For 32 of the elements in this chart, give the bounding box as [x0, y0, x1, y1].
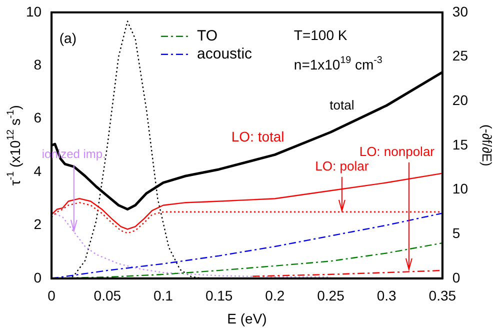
y-tick-label: 4	[34, 162, 42, 179]
annotation: LO: nonpolar	[359, 144, 436, 159]
y2-tick-label: 15	[452, 136, 468, 152]
y2-tick-label: 30	[452, 3, 468, 20]
annotation: LO: polar	[315, 158, 370, 174]
y2-tick-label: 20	[452, 92, 468, 108]
annotation: T=100 K	[294, 27, 348, 44]
x-tick-label: 0.3	[376, 288, 397, 304]
x-tick-label: 0.1	[154, 288, 174, 304]
x-tick-label: 0.35	[428, 288, 456, 304]
legend-label: acoustic	[197, 45, 253, 62]
y-axis-title: τ-1 (x1012 s-1)	[5, 105, 23, 186]
y-tick-label: 6	[34, 110, 42, 126]
y2-tick-label: 0	[452, 269, 460, 286]
y2-tick-label: 5	[452, 224, 460, 241]
x-tick-label: 0	[48, 288, 56, 304]
y-tick-label: 8	[34, 56, 42, 72]
y2-axis-title: (-∂f/∂E)	[479, 124, 494, 166]
y2-tick-label: 10	[452, 180, 468, 197]
y2-tick-label: 25	[452, 48, 468, 64]
y-tick-label: 10	[26, 3, 42, 20]
annotation: LO: total	[231, 128, 284, 144]
x-tick-label: 0.15	[205, 288, 233, 304]
x-tick-label: 0.25	[317, 288, 345, 304]
annotation: total	[330, 98, 354, 113]
x-tick-label: 0.05	[94, 288, 122, 304]
annotation: (a)	[59, 30, 77, 46]
y-tick-label: 2	[34, 216, 42, 232]
legend-label: TO	[197, 27, 218, 44]
x-tick-label: 0.2	[265, 288, 285, 304]
x-axis-title: E (eV)	[227, 310, 267, 326]
y-tick-label: 0	[34, 269, 42, 286]
